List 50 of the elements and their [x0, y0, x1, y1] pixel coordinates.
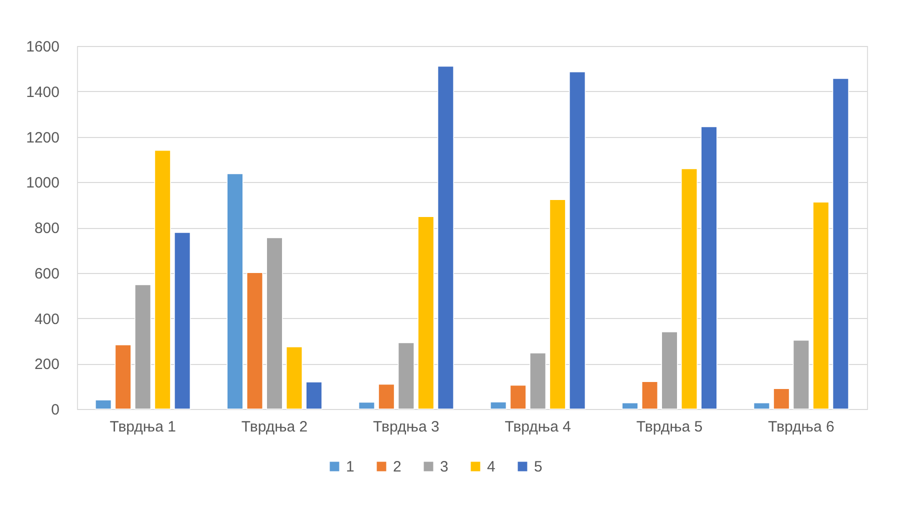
bar: [398, 342, 414, 410]
bar: [622, 402, 638, 410]
bar: [154, 150, 171, 410]
bar: [700, 126, 718, 410]
bar: [378, 384, 395, 410]
bar: [95, 400, 112, 410]
bar: [114, 344, 132, 410]
bar: [134, 284, 152, 410]
bar: [569, 71, 586, 410]
legend-label: 4: [487, 458, 496, 476]
legend-label: 1: [346, 458, 354, 476]
bar: [286, 346, 303, 410]
bar: [266, 237, 283, 410]
y-tick-label: 200: [34, 356, 60, 374]
y-tick-label: 1600: [26, 38, 60, 56]
bar: [832, 78, 849, 410]
bar: [418, 216, 434, 410]
x-tick-label: Тврдња 3: [373, 418, 440, 436]
bar: [358, 402, 375, 410]
bar: [661, 331, 678, 410]
bar: [753, 402, 770, 410]
bar: [792, 340, 810, 410]
bar: [680, 168, 698, 410]
bar: [549, 199, 566, 410]
y-tick-label: 1400: [26, 84, 60, 101]
bar: [812, 202, 830, 410]
y-tick-label: 600: [34, 265, 60, 282]
bar: [174, 232, 191, 410]
bar: [773, 388, 790, 410]
x-tick-label: Тврдња 4: [504, 418, 571, 436]
x-tick-label: Тврдња 5: [636, 418, 703, 436]
y-tick-label: 1000: [26, 174, 60, 192]
x-tick-label: Тврдња 6: [768, 418, 834, 436]
bar: [641, 381, 658, 410]
bar: [530, 352, 546, 410]
y-tick-label: 0: [51, 402, 60, 418]
legend-label: 3: [440, 458, 448, 476]
bar: [226, 173, 244, 410]
legend-label: 2: [393, 458, 402, 476]
bar: [490, 402, 507, 410]
legend-label: 5: [534, 458, 542, 476]
bar: [246, 272, 264, 410]
x-tick-label: Тврдња 1: [110, 418, 176, 436]
bar: [306, 382, 322, 410]
bar: [510, 384, 526, 410]
bar: [437, 66, 454, 410]
x-tick-label: Тврдња 2: [241, 418, 308, 436]
y-tick-label: 800: [34, 220, 60, 237]
y-tick-label: 1200: [26, 129, 60, 146]
y-tick-label: 400: [34, 310, 60, 328]
